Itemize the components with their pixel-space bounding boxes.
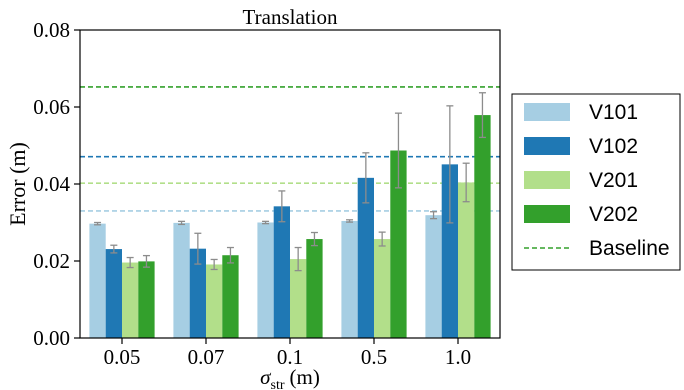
- bar-v101-4: [341, 220, 358, 338]
- x-axis-label-symbol: σ: [260, 365, 272, 389]
- bar-v101-1: [89, 223, 106, 338]
- error-bar-v101-1: [94, 221, 102, 226]
- error-bar-v202-3: [310, 231, 318, 247]
- bar-v202-3: [306, 239, 323, 338]
- error-bar-v101-3: [262, 220, 270, 225]
- x-axis: 0.05 0.07 0.1 0.5 1.0: [104, 338, 471, 369]
- x-axis-label-subscript: str: [271, 378, 285, 390]
- error-bar-v102-4: [362, 152, 370, 204]
- x-axis-label-unit: (m): [290, 365, 320, 389]
- bar-v101-2: [173, 222, 190, 338]
- error-bars: [94, 92, 486, 272]
- bar-v102-2: [189, 248, 206, 338]
- error-bar-v201-2: [210, 258, 218, 271]
- bar-v202-1: [138, 261, 155, 338]
- legend-swatch-v102: [524, 137, 570, 155]
- bar-series: [89, 115, 491, 339]
- legend-label-v202: V202: [589, 203, 638, 226]
- error-bar-v201-3: [294, 246, 302, 272]
- legend-label-v102: V102: [589, 135, 638, 158]
- y-tick-label: 0.04: [33, 172, 70, 196]
- bar-v202-5: [474, 115, 491, 339]
- y-axis-label: Error (m): [5, 142, 30, 226]
- x-tick-label: 1.0: [445, 345, 471, 369]
- y-tick-label: 0.02: [33, 249, 70, 273]
- error-bar-v102-2: [194, 232, 202, 265]
- error-bar-v202-5: [478, 92, 486, 139]
- bar-v201-1: [122, 262, 139, 338]
- bar-v102-1: [105, 249, 122, 338]
- bar-v201-5: [458, 182, 475, 338]
- error-bar-v201-1: [126, 256, 134, 269]
- x-axis-label: σstr (m): [260, 365, 320, 390]
- error-bar-v202-2: [226, 246, 234, 264]
- chart-title: Translation: [243, 5, 338, 29]
- bar-v201-2: [206, 264, 223, 338]
- y-axis: 0.00 0.02 0.04 0.06 0.08: [33, 18, 80, 350]
- bar-v202-4: [390, 150, 407, 338]
- error-bar-v201-4: [378, 231, 386, 247]
- x-tick-label: 0.07: [188, 345, 225, 369]
- legend-swatch-v202: [524, 205, 570, 223]
- error-bar-v101-5: [430, 211, 438, 220]
- legend: V101 V102 V201 V202 Baseline: [511, 93, 681, 271]
- error-bar-v201-5: [462, 162, 470, 203]
- legend-label-baseline: Baseline: [589, 237, 670, 260]
- error-bar-v102-5: [446, 105, 454, 224]
- bar-v201-3: [290, 259, 307, 338]
- legend-swatch-v201: [524, 171, 570, 189]
- bar-v201-4: [374, 239, 391, 338]
- error-bar-v101-4: [346, 219, 354, 223]
- y-tick-label: 0.00: [33, 326, 70, 350]
- error-bar-v102-3: [278, 190, 286, 223]
- y-tick-label: 0.08: [33, 18, 70, 42]
- bar-v102-4: [357, 177, 374, 338]
- y-tick-label: 0.06: [33, 95, 70, 119]
- legend-label-v201: V201: [589, 169, 638, 192]
- error-bar-v101-2: [178, 220, 186, 226]
- bar-v102-3: [273, 206, 290, 338]
- error-bar-v202-1: [142, 254, 150, 268]
- x-tick-label: 0.5: [361, 345, 387, 369]
- bar-v101-3: [257, 222, 274, 338]
- error-bar-v102-1: [110, 244, 118, 254]
- error-bar-v202-4: [394, 112, 402, 189]
- x-tick-label: 0.05: [104, 345, 141, 369]
- baseline-lines: [80, 86, 500, 212]
- bar-v202-2: [222, 255, 239, 338]
- bar-v101-5: [425, 215, 442, 338]
- legend-label-v101: V101: [589, 101, 638, 124]
- legend-swatch-v101: [524, 103, 570, 121]
- bar-v102-5: [441, 164, 458, 338]
- x-tick-label: 0.1: [277, 345, 303, 369]
